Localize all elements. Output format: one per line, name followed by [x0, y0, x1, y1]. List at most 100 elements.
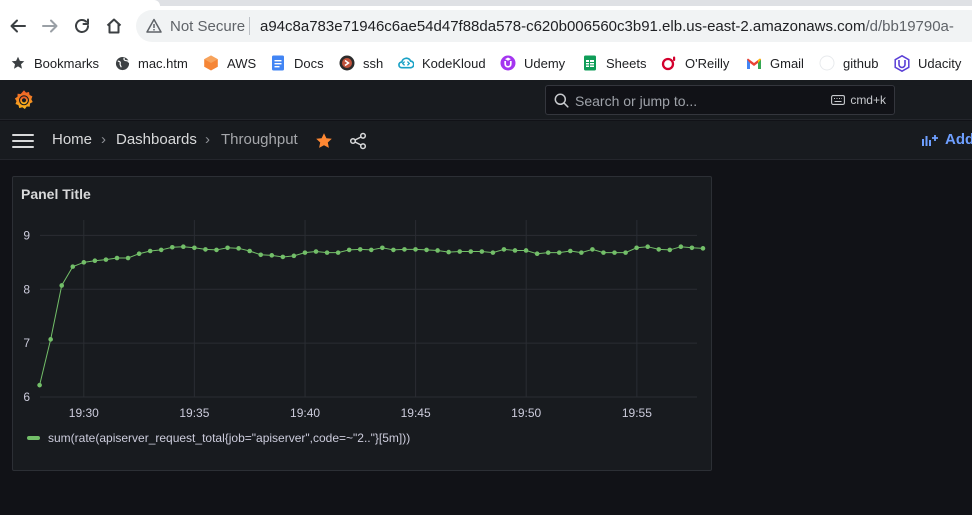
menu-icon[interactable] — [12, 132, 34, 150]
omnibox-divider — [249, 17, 250, 35]
y-tick-label: 9 — [23, 228, 30, 242]
data-point — [656, 247, 662, 252]
data-point — [579, 250, 584, 255]
udemy-icon — [500, 55, 516, 71]
home-button[interactable] — [100, 12, 128, 40]
breadcrumb-dashboards[interactable]: Dashboards — [116, 131, 197, 148]
bookmark-docs[interactable]: Docs — [270, 53, 324, 73]
gmail-icon — [746, 55, 762, 71]
breadcrumb-bar: Home › Dashboards › Throughput Add — [0, 121, 972, 160]
grafana-logo-icon[interactable] — [12, 88, 36, 112]
url-path: /d/bb19790a- — [865, 18, 954, 35]
data-point — [302, 250, 308, 255]
url-host: a94c8a783e71946c6ae54d47f88da578-c620b00… — [260, 18, 866, 35]
kodekloud-icon — [398, 55, 414, 71]
data-point — [70, 264, 76, 269]
data-point — [634, 245, 639, 251]
url-text[interactable]: a94c8a783e71946c6ae54d47f88da578-c620b00… — [260, 18, 954, 35]
data-point — [181, 244, 186, 249]
y-tick-label: 6 — [23, 390, 30, 404]
data-point — [169, 244, 175, 250]
data-point — [623, 250, 628, 255]
x-tick-label: 19:55 — [622, 406, 652, 420]
bookmark-label: Udacity — [918, 55, 962, 71]
data-point — [236, 246, 241, 251]
breadcrumb-home[interactable]: Home — [52, 131, 93, 148]
bookmark-github[interactable]: github — [819, 53, 878, 73]
bookmarks-bar: Bookmarks mac.htm AWS Docs ssh KodeKloud… — [0, 49, 972, 77]
shortcut-label: cmd+k — [850, 93, 886, 107]
data-point — [590, 247, 595, 252]
github-icon — [819, 55, 835, 71]
address-bar[interactable]: Not Secure a94c8a783e71946c6ae54d47f88da… — [136, 10, 972, 42]
data-point — [313, 249, 319, 254]
data-point — [523, 248, 529, 253]
udacity-icon — [894, 54, 910, 72]
x-tick-label: 19:50 — [511, 406, 541, 420]
data-point — [501, 247, 507, 252]
panel-title[interactable]: Panel Title — [21, 186, 91, 202]
star-icon — [10, 55, 26, 71]
series-line — [39, 246, 703, 386]
share-icon[interactable] — [349, 132, 367, 150]
not-secure-label[interactable]: Not Secure — [170, 18, 246, 35]
data-point — [280, 254, 286, 260]
bookmark-oreilly[interactable]: O'Reilly — [661, 53, 729, 73]
data-point — [368, 247, 374, 253]
reload-button[interactable] — [68, 12, 96, 40]
bookmark-bookmarks[interactable]: Bookmarks — [10, 53, 99, 73]
legend[interactable]: sum(rate(apiserver_request_total{job="ap… — [27, 431, 410, 445]
data-point — [391, 247, 396, 253]
time-series-panel[interactable]: Panel Title 6 7 8 9 19:30 19:35 19:40 19:45 19:5… — [12, 176, 712, 471]
data-point — [612, 250, 617, 255]
data-point — [125, 255, 131, 261]
data-point — [258, 252, 264, 258]
favorite-star-icon[interactable] — [315, 132, 333, 150]
data-point — [700, 246, 706, 251]
bookmark-label: ssh — [363, 55, 384, 71]
data-point — [324, 250, 330, 255]
data-point — [435, 248, 440, 253]
add-button[interactable]: Add — [921, 131, 972, 148]
sheets-icon — [582, 55, 598, 71]
add-panel-icon — [922, 134, 938, 146]
data-point — [37, 382, 42, 388]
bookmark-ssh[interactable]: ssh — [339, 53, 383, 73]
data-point — [512, 248, 518, 253]
bookmark-gmail[interactable]: Gmail — [746, 53, 804, 73]
search-bar[interactable]: Search or jump to... cmd+k — [545, 85, 895, 115]
data-point — [556, 250, 562, 255]
docs-icon — [270, 55, 286, 71]
forward-button[interactable] — [36, 12, 64, 40]
data-point — [645, 244, 650, 249]
data-point — [601, 250, 606, 255]
home-icon — [106, 18, 122, 34]
bookmark-udemy[interactable]: Udemy — [500, 53, 565, 73]
warning-triangle-icon[interactable] — [146, 18, 162, 34]
data-point — [490, 250, 496, 255]
y-tick-label: 8 — [23, 282, 30, 296]
data-point — [346, 247, 352, 253]
aws-icon — [203, 55, 219, 71]
search-placeholder: Search or jump to... — [575, 93, 698, 109]
data-point — [667, 247, 673, 253]
arrow-left-icon — [10, 19, 26, 33]
bookmark-aws[interactable]: AWS — [203, 53, 256, 73]
x-tick-label: 19:45 — [401, 406, 431, 420]
bookmark-kodekloud[interactable]: KodeKloud — [398, 53, 486, 73]
legend-label: sum(rate(apiserver_request_total{job="ap… — [48, 431, 411, 445]
data-point — [335, 250, 341, 255]
tab-strip — [0, 0, 972, 6]
bookmark-mac-htm[interactable]: mac.htm — [114, 53, 188, 73]
active-tab-edge[interactable] — [0, 0, 160, 6]
data-point — [269, 253, 275, 258]
line-chart[interactable]: 6 7 8 9 19:30 19:35 19:40 19:45 19:50 19:55 — [13, 177, 713, 472]
x-tick-label: 19:40 — [290, 406, 320, 420]
data-point — [446, 249, 451, 255]
keyboard-icon — [831, 95, 846, 105]
bookmark-label: Udemy — [524, 55, 566, 71]
bookmark-udacity[interactable]: Udacity — [894, 53, 961, 73]
back-button[interactable] — [4, 12, 32, 40]
bookmark-sheets[interactable]: Sheets — [582, 53, 646, 73]
bookmark-label: mac.htm — [138, 55, 188, 71]
